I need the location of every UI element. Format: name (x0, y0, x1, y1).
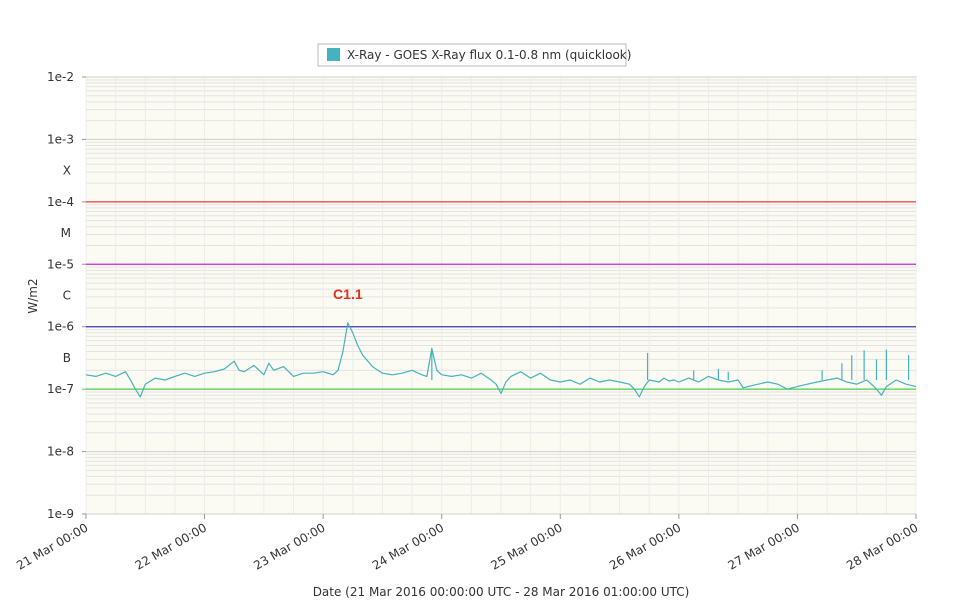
flare-class-label: B (63, 351, 71, 365)
flare-class-label: C (63, 289, 71, 303)
chart-legend[interactable]: X-Ray - GOES X-Ray flux 0.1-0.8 nm (quic… (317, 43, 631, 67)
annotations: C1.1 (333, 286, 363, 302)
y-tick-label: 1e-6 (47, 320, 74, 334)
y-tick-label: 1e-9 (47, 507, 74, 521)
y-tick-label: 1e-2 (47, 70, 74, 84)
series-line-xray (85, 322, 917, 398)
series-layer (85, 322, 917, 398)
x-tick-label: 27 Mar 00:00 (726, 520, 802, 572)
flare-class-label: X (63, 164, 71, 178)
x-tick-label: 21 Mar 00:00 (14, 520, 90, 572)
flare-class-label: M (61, 226, 71, 240)
y-axis-title: W/m2 (26, 278, 40, 313)
x-tick-label: 25 Mar 00:00 (488, 520, 564, 572)
x-tick-label: 23 Mar 00:00 (251, 520, 327, 572)
flare-peak-annotation: C1.1 (333, 286, 363, 302)
y-tick-label: 1e-4 (47, 195, 74, 209)
legend-box (317, 43, 627, 67)
flare-class-threshold-lines (86, 201, 916, 390)
x-tick-label: 22 Mar 00:00 (133, 520, 209, 572)
legend-series-label: X-Ray - GOES X-Ray flux 0.1-0.8 nm (quic… (347, 48, 631, 62)
y-tick-label: 1e-8 (47, 445, 74, 459)
y-tick-label: 1e-5 (47, 257, 74, 271)
y-tick-label: 1e-3 (47, 132, 74, 146)
x-tick-label: 24 Mar 00:00 (370, 520, 446, 572)
x-tick-label: 28 Mar 00:00 (844, 520, 920, 572)
x-tick-label: 26 Mar 00:00 (607, 520, 683, 572)
y-tick-label: 1e-7 (47, 382, 74, 396)
x-axis-title: Date (21 Mar 2016 00:00:00 UTC - 28 Mar … (313, 585, 690, 599)
legend-series-swatch (327, 48, 340, 61)
